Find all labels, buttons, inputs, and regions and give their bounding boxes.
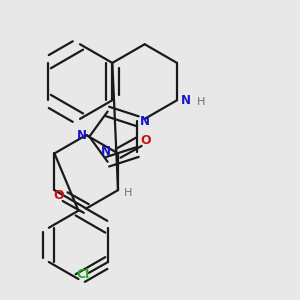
- Text: H: H: [197, 97, 206, 107]
- Text: O: O: [53, 189, 64, 202]
- Text: N: N: [77, 129, 87, 142]
- Text: N: N: [101, 145, 111, 158]
- Text: N: N: [181, 94, 191, 107]
- Text: H: H: [124, 188, 132, 198]
- Text: O: O: [140, 134, 151, 146]
- Text: N: N: [140, 115, 150, 128]
- Text: Cl: Cl: [76, 268, 90, 281]
